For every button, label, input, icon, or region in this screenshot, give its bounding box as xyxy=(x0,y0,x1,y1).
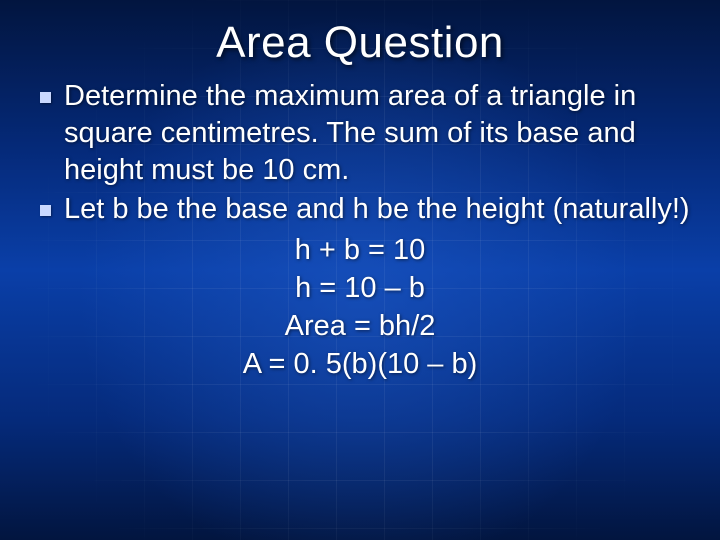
slide-title: Area Question xyxy=(28,18,692,68)
equation-line: h + b = 10 xyxy=(28,232,692,270)
equation-line: h = 10 – b xyxy=(28,270,692,308)
equation-line: Area = bh/2 xyxy=(28,308,692,346)
bullet-item: Determine the maximum area of a triangle… xyxy=(34,78,692,189)
bullet-text: Determine the maximum area of a triangle… xyxy=(64,80,636,186)
bullet-item: Let b be the base and h be the height (n… xyxy=(34,191,692,228)
bullet-list: Determine the maximum area of a triangle… xyxy=(28,78,692,228)
equation-line: A = 0. 5(b)(10 – b) xyxy=(28,346,692,384)
slide-content: Area Question Determine the maximum area… xyxy=(0,0,720,540)
bullet-text: Let b be the base and h be the height (n… xyxy=(64,193,690,225)
equation-block: h + b = 10 h = 10 – b Area = bh/2 A = 0.… xyxy=(28,232,692,383)
